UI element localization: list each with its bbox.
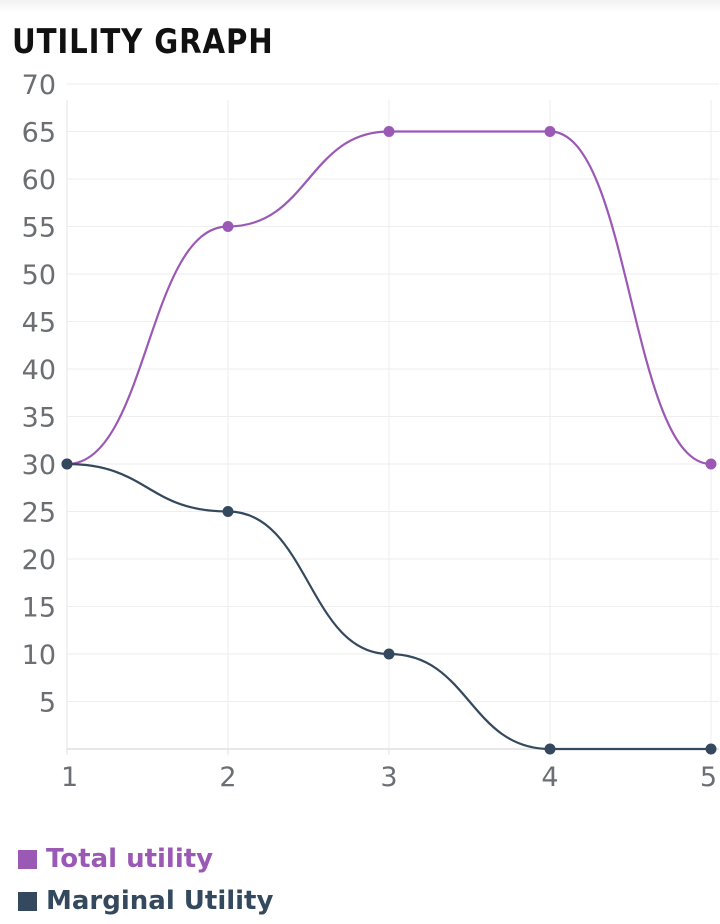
data-point-total-utility: [383, 126, 395, 137]
y-tick-label: 15: [22, 593, 56, 624]
y-tick-label: 20: [22, 545, 56, 576]
y-tick-label: 35: [22, 403, 56, 434]
legend-item-marginal-utility: Marginal Utility: [18, 880, 273, 922]
y-tick-label: 10: [22, 640, 56, 671]
x-tick-label: 5: [700, 762, 717, 793]
y-tick-label: 40: [22, 355, 56, 386]
y-tick-label: 55: [22, 213, 56, 244]
x-tick-label: 3: [380, 762, 397, 793]
data-point-total-utility: [544, 126, 556, 137]
x-tick-label: 1: [61, 762, 78, 793]
chart-legend: Total utility Marginal Utility: [18, 838, 273, 922]
legend-swatch: [18, 849, 37, 869]
data-point-marginal-utility: [544, 743, 556, 755]
y-tick-label: 50: [22, 260, 56, 291]
grid-lines: [67, 83, 719, 749]
y-tick-label: 5: [39, 688, 56, 719]
y-tick-label: 30: [22, 450, 56, 481]
legend-label: Marginal Utility: [46, 886, 274, 916]
x-axis-tick-labels: 1 2 3 4 5: [61, 762, 717, 793]
data-point-marginal-utility: [705, 743, 717, 755]
series-points: [61, 126, 717, 755]
data-point-marginal-utility: [383, 648, 395, 660]
data-point-total-utility: [222, 221, 234, 232]
chart-title: UTILITY GRAPH: [12, 22, 274, 62]
y-tick-label: 60: [22, 165, 56, 196]
status-bar-shadow: [0, 0, 720, 12]
y-tick-label: 65: [22, 118, 56, 149]
series-line-marginal-utility: [66, 462, 711, 751]
data-point-marginal-utility: [222, 506, 234, 517]
legend-swatch: [18, 891, 37, 911]
legend-label: Total utility: [46, 844, 214, 874]
y-axis-tick-labels: 5 10 15 20 25 30 35 40 45 50 55 60 65 70: [22, 70, 56, 719]
y-tick-label: 25: [22, 498, 56, 529]
legend-item-total-utility: Total utility: [18, 838, 273, 880]
x-tick-label: 4: [541, 762, 558, 793]
y-tick-label: 70: [22, 70, 56, 101]
x-tick-label: 2: [219, 762, 236, 793]
y-tick-label: 45: [22, 308, 56, 339]
data-point-marginal-utility: [61, 458, 73, 470]
data-point-total-utility: [705, 458, 717, 470]
